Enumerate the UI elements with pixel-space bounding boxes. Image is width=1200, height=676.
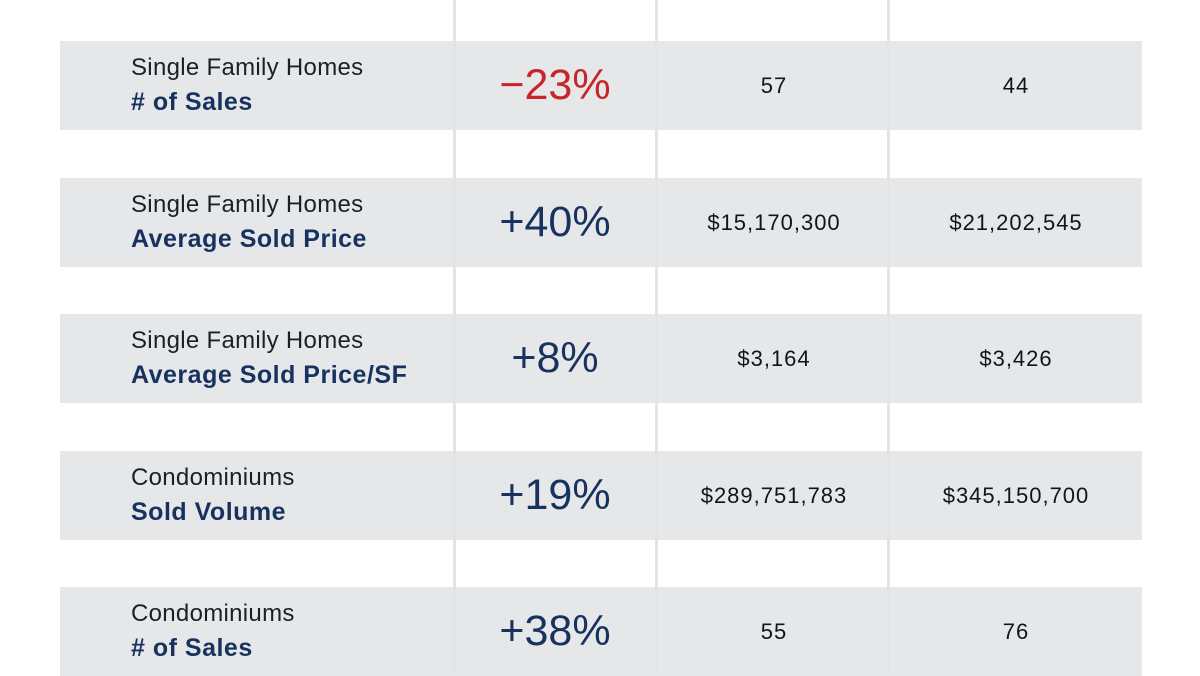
metric-label: Average Sold Price/SF <box>131 361 408 389</box>
row-label: Condominiums # of Sales <box>131 597 295 665</box>
value-period-1: 57 <box>760 72 788 98</box>
row-label: Single Family Homes Average Sold Price/S… <box>131 324 407 392</box>
table-row: Condominiums Sold Volume +19% $289,751,7… <box>60 451 1142 540</box>
category-label: Single Family Homes <box>131 191 364 218</box>
metric-label: Sold Volume <box>131 498 287 526</box>
value-period-1: $15,170,300 <box>707 209 841 235</box>
table-row: Condominiums # of Sales +38% 55 76 <box>60 587 1142 676</box>
category-label: Condominiums <box>131 464 295 491</box>
percent-change: +40% <box>499 198 611 246</box>
table-row: Single Family Homes # of Sales −23% 57 4… <box>60 41 1142 130</box>
percent-change: +8% <box>511 334 599 382</box>
metric-label: # of Sales <box>131 634 253 662</box>
column-divider <box>887 0 890 674</box>
category-label: Single Family Homes <box>131 327 364 354</box>
row-label: Single Family Homes # of Sales <box>131 51 363 119</box>
value-period-2: $21,202,545 <box>949 209 1083 235</box>
value-period-2: 44 <box>1002 72 1030 98</box>
value-period-2: $345,150,700 <box>942 482 1090 508</box>
value-period-2: 76 <box>1002 618 1030 644</box>
metric-label: # of Sales <box>131 88 253 116</box>
table-row: Single Family Homes Average Sold Price/S… <box>60 314 1142 403</box>
metric-label: Average Sold Price <box>131 225 367 253</box>
percent-change: −23% <box>499 61 611 109</box>
category-label: Condominiums <box>131 600 295 627</box>
value-period-1: $289,751,783 <box>700 482 848 508</box>
value-period-2: $3,426 <box>979 345 1053 371</box>
percent-change: +19% <box>499 471 611 519</box>
table-row: Single Family Homes Average Sold Price +… <box>60 178 1142 267</box>
value-period-1: $3,164 <box>737 345 811 371</box>
column-divider <box>453 0 456 674</box>
percent-change: +38% <box>499 607 611 655</box>
row-label: Condominiums Sold Volume <box>131 461 295 529</box>
value-period-1: 55 <box>760 618 788 644</box>
category-label: Single Family Homes <box>131 54 364 81</box>
row-label: Single Family Homes Average Sold Price <box>131 188 367 256</box>
column-divider <box>655 0 658 674</box>
